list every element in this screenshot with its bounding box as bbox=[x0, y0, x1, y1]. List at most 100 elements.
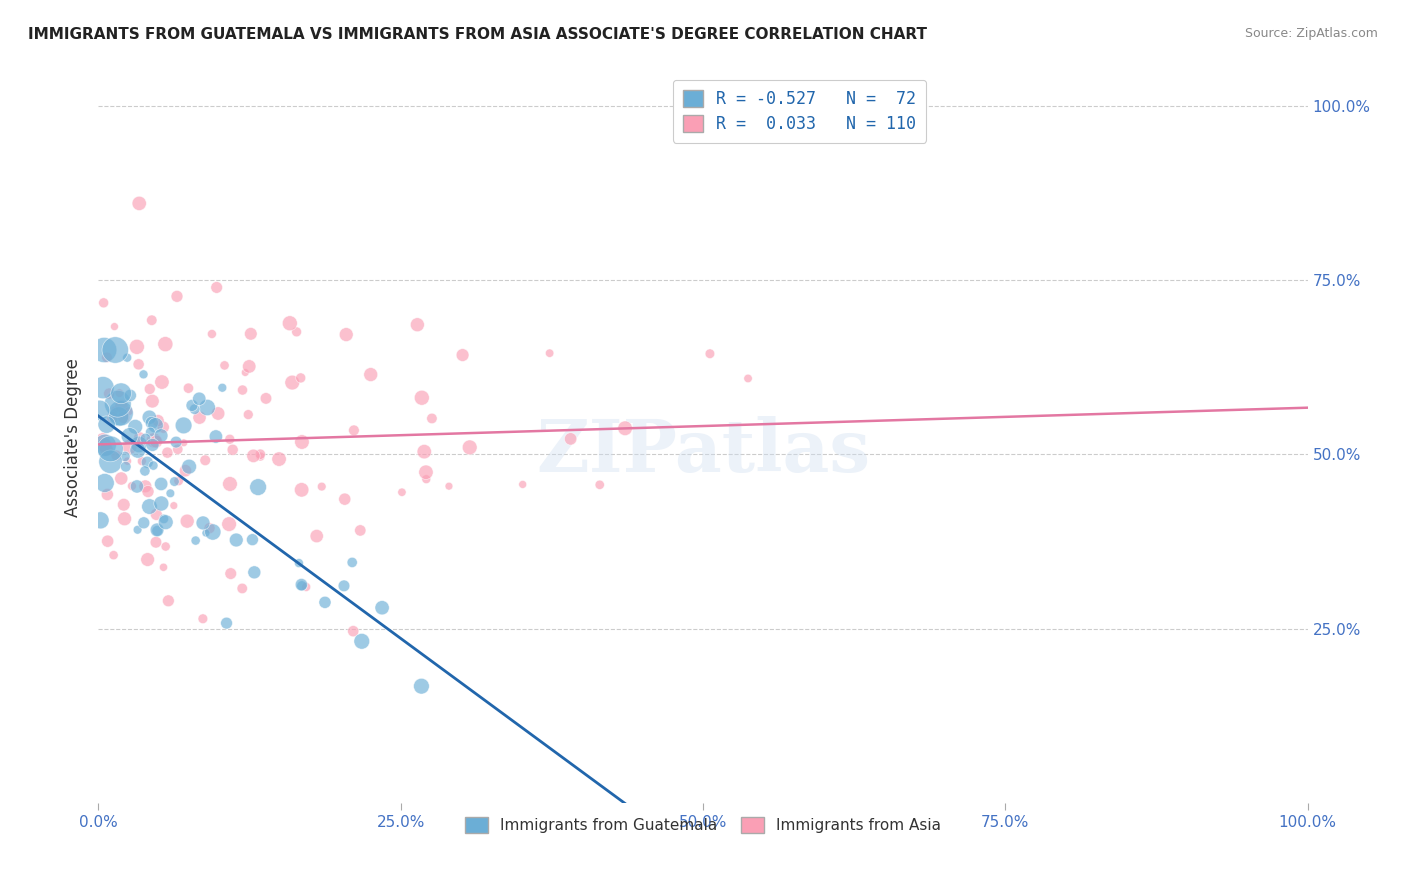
Point bbox=[107, 409, 129, 424]
Point bbox=[420, 411, 443, 425]
Point bbox=[94, 438, 117, 452]
Point bbox=[215, 616, 238, 631]
Point bbox=[96, 487, 118, 501]
Point bbox=[176, 514, 198, 528]
Point bbox=[560, 432, 582, 446]
Point bbox=[136, 552, 159, 566]
Point bbox=[311, 480, 333, 494]
Point bbox=[150, 428, 173, 442]
Point bbox=[285, 325, 308, 339]
Point bbox=[118, 429, 141, 443]
Point bbox=[205, 280, 228, 294]
Point bbox=[194, 453, 217, 467]
Point bbox=[177, 381, 200, 395]
Point bbox=[267, 452, 290, 467]
Point bbox=[167, 474, 190, 488]
Point bbox=[155, 515, 177, 529]
Point bbox=[125, 479, 148, 493]
Point bbox=[249, 447, 271, 461]
Point bbox=[142, 458, 165, 473]
Point bbox=[103, 548, 125, 562]
Point bbox=[411, 679, 433, 693]
Point bbox=[141, 394, 163, 409]
Point bbox=[150, 496, 173, 510]
Point bbox=[173, 418, 195, 433]
Point bbox=[340, 556, 363, 570]
Point bbox=[128, 357, 150, 371]
Point bbox=[737, 371, 759, 385]
Point bbox=[166, 289, 188, 303]
Point bbox=[207, 407, 229, 421]
Point bbox=[157, 594, 180, 608]
Point bbox=[152, 420, 174, 434]
Point bbox=[145, 535, 167, 549]
Text: IMMIGRANTS FROM GUATEMALA VS IMMIGRANTS FROM ASIA ASSOCIATE'S DEGREE CORRELATION: IMMIGRANTS FROM GUATEMALA VS IMMIGRANTS … bbox=[28, 27, 927, 42]
Point bbox=[98, 386, 121, 401]
Point bbox=[145, 508, 167, 522]
Point bbox=[115, 351, 138, 365]
Point bbox=[188, 392, 211, 406]
Text: Source: ZipAtlas.com: Source: ZipAtlas.com bbox=[1244, 27, 1378, 40]
Point bbox=[118, 440, 141, 454]
Point bbox=[699, 347, 721, 361]
Point bbox=[360, 368, 382, 382]
Point bbox=[188, 410, 211, 425]
Point bbox=[211, 381, 233, 395]
Point bbox=[141, 438, 163, 452]
Point bbox=[132, 368, 155, 382]
Point bbox=[128, 196, 150, 211]
Point bbox=[219, 566, 242, 581]
Point bbox=[114, 512, 136, 526]
Y-axis label: Associate's Degree: Associate's Degree bbox=[65, 358, 83, 516]
Point bbox=[93, 295, 115, 310]
Point bbox=[242, 533, 264, 547]
Point bbox=[342, 624, 364, 639]
Point bbox=[108, 386, 131, 401]
Point bbox=[350, 634, 373, 648]
Point bbox=[249, 450, 271, 464]
Point bbox=[195, 401, 218, 415]
Point bbox=[104, 402, 127, 417]
Point bbox=[231, 383, 253, 397]
Point bbox=[117, 404, 139, 418]
Point bbox=[191, 612, 214, 626]
Point bbox=[343, 423, 366, 437]
Point bbox=[153, 512, 176, 526]
Point bbox=[333, 492, 356, 507]
Point bbox=[184, 533, 207, 548]
Point bbox=[163, 499, 186, 513]
Point bbox=[134, 432, 156, 446]
Point bbox=[142, 434, 165, 448]
Point bbox=[173, 435, 195, 450]
Point bbox=[451, 348, 474, 362]
Point bbox=[413, 444, 436, 458]
Point bbox=[152, 560, 174, 574]
Point bbox=[134, 479, 156, 493]
Point bbox=[110, 386, 132, 401]
Point bbox=[333, 579, 356, 593]
Point bbox=[120, 388, 142, 402]
Point bbox=[214, 359, 236, 373]
Point bbox=[181, 399, 204, 413]
Point bbox=[295, 580, 318, 594]
Point bbox=[112, 410, 135, 425]
Point bbox=[110, 399, 132, 413]
Point bbox=[254, 392, 277, 406]
Point bbox=[155, 337, 177, 351]
Point bbox=[166, 442, 188, 457]
Point bbox=[291, 435, 314, 450]
Point bbox=[218, 432, 240, 446]
Point bbox=[191, 516, 214, 530]
Point bbox=[134, 464, 156, 478]
Point bbox=[114, 450, 136, 464]
Point bbox=[219, 477, 242, 491]
Point bbox=[139, 425, 162, 439]
Point bbox=[406, 318, 429, 332]
Point bbox=[231, 582, 253, 596]
Point bbox=[101, 410, 124, 425]
Point bbox=[201, 326, 224, 341]
Point bbox=[458, 441, 481, 455]
Point bbox=[150, 375, 173, 389]
Point bbox=[614, 421, 637, 435]
Point bbox=[281, 376, 304, 390]
